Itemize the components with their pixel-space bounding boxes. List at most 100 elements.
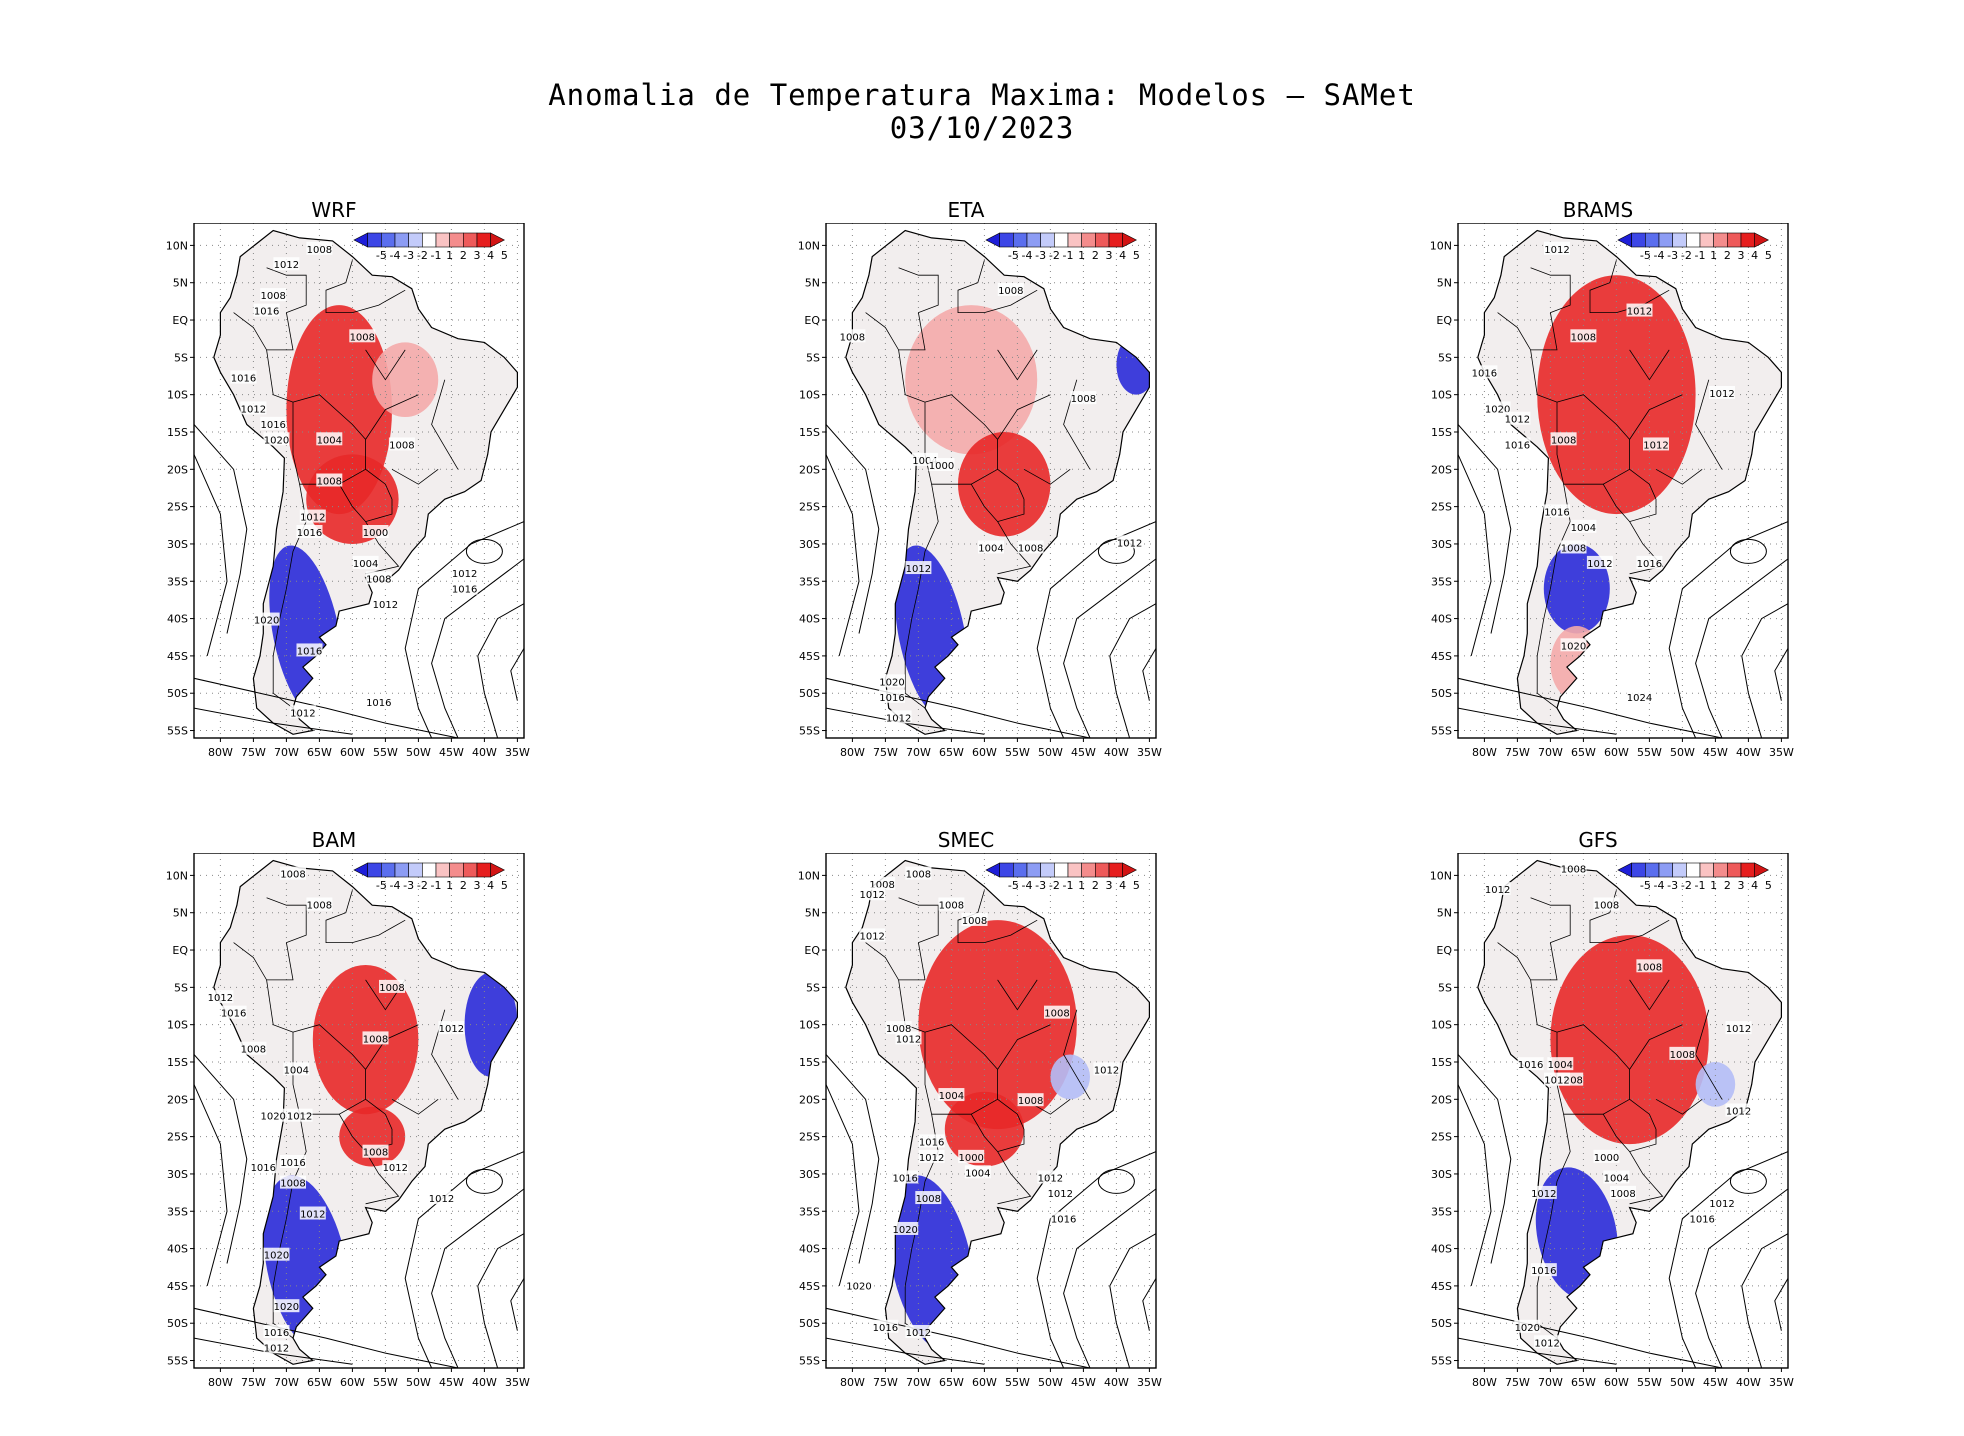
- map-plot: 1008 1012 1008 1016 1008 1016 1012 1016 1020 1004…: [166, 223, 530, 759]
- isobar-label: 1012: [1627, 307, 1652, 318]
- legend-swatch: [1686, 232, 1701, 248]
- lat-tick-label: 55S: [799, 725, 820, 738]
- lon-tick-label: 65W: [1571, 1376, 1596, 1389]
- isobar-line: [1097, 538, 1135, 564]
- isobar-label-bg: [885, 710, 912, 724]
- isobar-label-bg: [451, 566, 478, 580]
- border-line: [970, 1098, 1025, 1153]
- isobar-line: [1458, 424, 1512, 634]
- panel-title: WRF: [311, 198, 357, 222]
- isobar-label: 1012: [859, 931, 884, 942]
- isobar-label: 1016: [280, 1158, 305, 1169]
- lon-tick-label: 65W: [307, 746, 332, 759]
- isobar-label-bg: [1017, 540, 1044, 554]
- lat-tick-label: EQ: [804, 314, 820, 327]
- isobar-label-bg: [1626, 303, 1653, 317]
- legend-tick-label: 1: [446, 879, 453, 892]
- lon-tick-label: 45W: [439, 1376, 464, 1389]
- lon-tick-label: 65W: [939, 746, 964, 759]
- lat-tick-label: 5S: [1438, 351, 1452, 364]
- isobar-label-bg: [839, 329, 866, 343]
- legend-swatch: [1713, 862, 1728, 878]
- lon-tick-label: 75W: [241, 1376, 266, 1389]
- isobar-label: 1000: [1594, 1153, 1619, 1164]
- isobar-label-bg: [1530, 1185, 1557, 1199]
- legend-tick-label: 3: [1738, 249, 1745, 262]
- isobar-label-bg: [280, 1155, 306, 1168]
- lat-tick-label: EQ: [1436, 944, 1452, 957]
- isobar-label: 1016: [1505, 440, 1530, 451]
- border-line: [431, 379, 459, 470]
- legend-tick-label: -1: [1063, 249, 1074, 262]
- isobar-label: 1012: [439, 1024, 464, 1035]
- isobar-label-bg: [1636, 959, 1663, 973]
- lat-tick-label: EQ: [804, 944, 820, 957]
- border-line: [1629, 1024, 1683, 1070]
- border-line: [957, 260, 1038, 313]
- isobar-line: [1109, 603, 1156, 738]
- isobar-line: [194, 1084, 228, 1287]
- lon-tick-label: 55W: [373, 1376, 398, 1389]
- border-line: [1497, 267, 1571, 351]
- lat-tick-label: 40S: [167, 1243, 188, 1256]
- isobar-label-bg: [230, 370, 257, 384]
- border-line: [1629, 979, 1670, 1011]
- lat-tick-label: 5S: [174, 351, 188, 364]
- legend-swatch: [1631, 232, 1646, 248]
- lat-tick-label: 40S: [799, 613, 820, 626]
- isobar-label-bg: [428, 1191, 455, 1205]
- border-line: [1536, 1114, 1571, 1339]
- lat-tick-label: 20S: [167, 463, 188, 476]
- legend-tick-label: -5: [376, 249, 387, 262]
- isobar-label: 1000: [363, 528, 388, 539]
- legend-tick-label: 3: [1106, 879, 1113, 892]
- isobar-label-bg: [299, 509, 326, 523]
- isobar-label-bg: [280, 866, 306, 880]
- isobar-contours: [1458, 1054, 1788, 1368]
- isobar-label-bg: [207, 990, 234, 1004]
- color-legend: -5 -4 -3 -2 -1 1 2 3 4 5: [353, 232, 508, 262]
- isobar-line: [194, 707, 353, 735]
- panel-title: ETA: [947, 198, 985, 222]
- isobar-label: 1020: [264, 1251, 289, 1262]
- isobar-label: 1012: [300, 513, 325, 524]
- isobar-label: 1008: [869, 880, 894, 891]
- isobar-label-bg: [928, 458, 955, 472]
- isobar-label-bg: [438, 1021, 465, 1035]
- lon-tick-label: 60W: [340, 746, 365, 759]
- legend-tick-label: -1: [1063, 879, 1074, 892]
- isobar-label: 1016: [1531, 1266, 1556, 1277]
- isobar-label-bg: [260, 1108, 287, 1122]
- legend-swatch: [1727, 232, 1742, 248]
- legend-tick-label: 3: [1738, 879, 1745, 892]
- border-line: [233, 267, 307, 351]
- isobar-label-bg: [352, 555, 379, 569]
- figure-date: 03/10/2023: [889, 111, 1075, 145]
- isobar-line: [1458, 454, 1492, 657]
- lon-tick-label: 60W: [1604, 1376, 1629, 1389]
- legend-swatch: [463, 862, 478, 878]
- isobar-line: [826, 1084, 860, 1287]
- isobar-label: 1012: [1094, 1065, 1119, 1076]
- lat-tick-label: 10S: [1431, 389, 1452, 402]
- isobar-label: 1016: [231, 374, 256, 385]
- legend-tick-label: 5: [1133, 879, 1140, 892]
- legend-arrow-high: [1754, 862, 1769, 878]
- border-line: [266, 979, 366, 1115]
- border-line: [325, 260, 406, 313]
- legend-swatch: [1081, 232, 1096, 248]
- isobar-label-bg: [1504, 437, 1531, 451]
- legend-swatch: [1645, 232, 1660, 248]
- isobar-line: [404, 521, 524, 738]
- isobar-label-bg: [365, 571, 392, 585]
- lon-tick-label: 40W: [1736, 746, 1761, 759]
- isobar-label-bg: [379, 979, 405, 993]
- lat-tick-label: 50S: [1431, 687, 1452, 700]
- lat-tick-label: 50S: [167, 1317, 188, 1330]
- legend-swatch: [408, 232, 423, 248]
- legend-tick-label: -4: [1022, 249, 1033, 262]
- legend-tick-label: 4: [1119, 249, 1126, 262]
- legend-tick-label: -4: [1654, 879, 1665, 892]
- lon-tick-label: 70W: [274, 1376, 299, 1389]
- isobar-line: [1458, 707, 1617, 735]
